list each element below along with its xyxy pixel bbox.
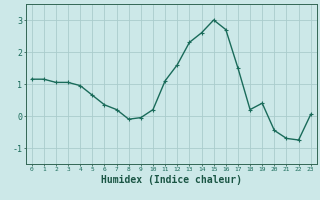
X-axis label: Humidex (Indice chaleur): Humidex (Indice chaleur) [101, 175, 242, 185]
